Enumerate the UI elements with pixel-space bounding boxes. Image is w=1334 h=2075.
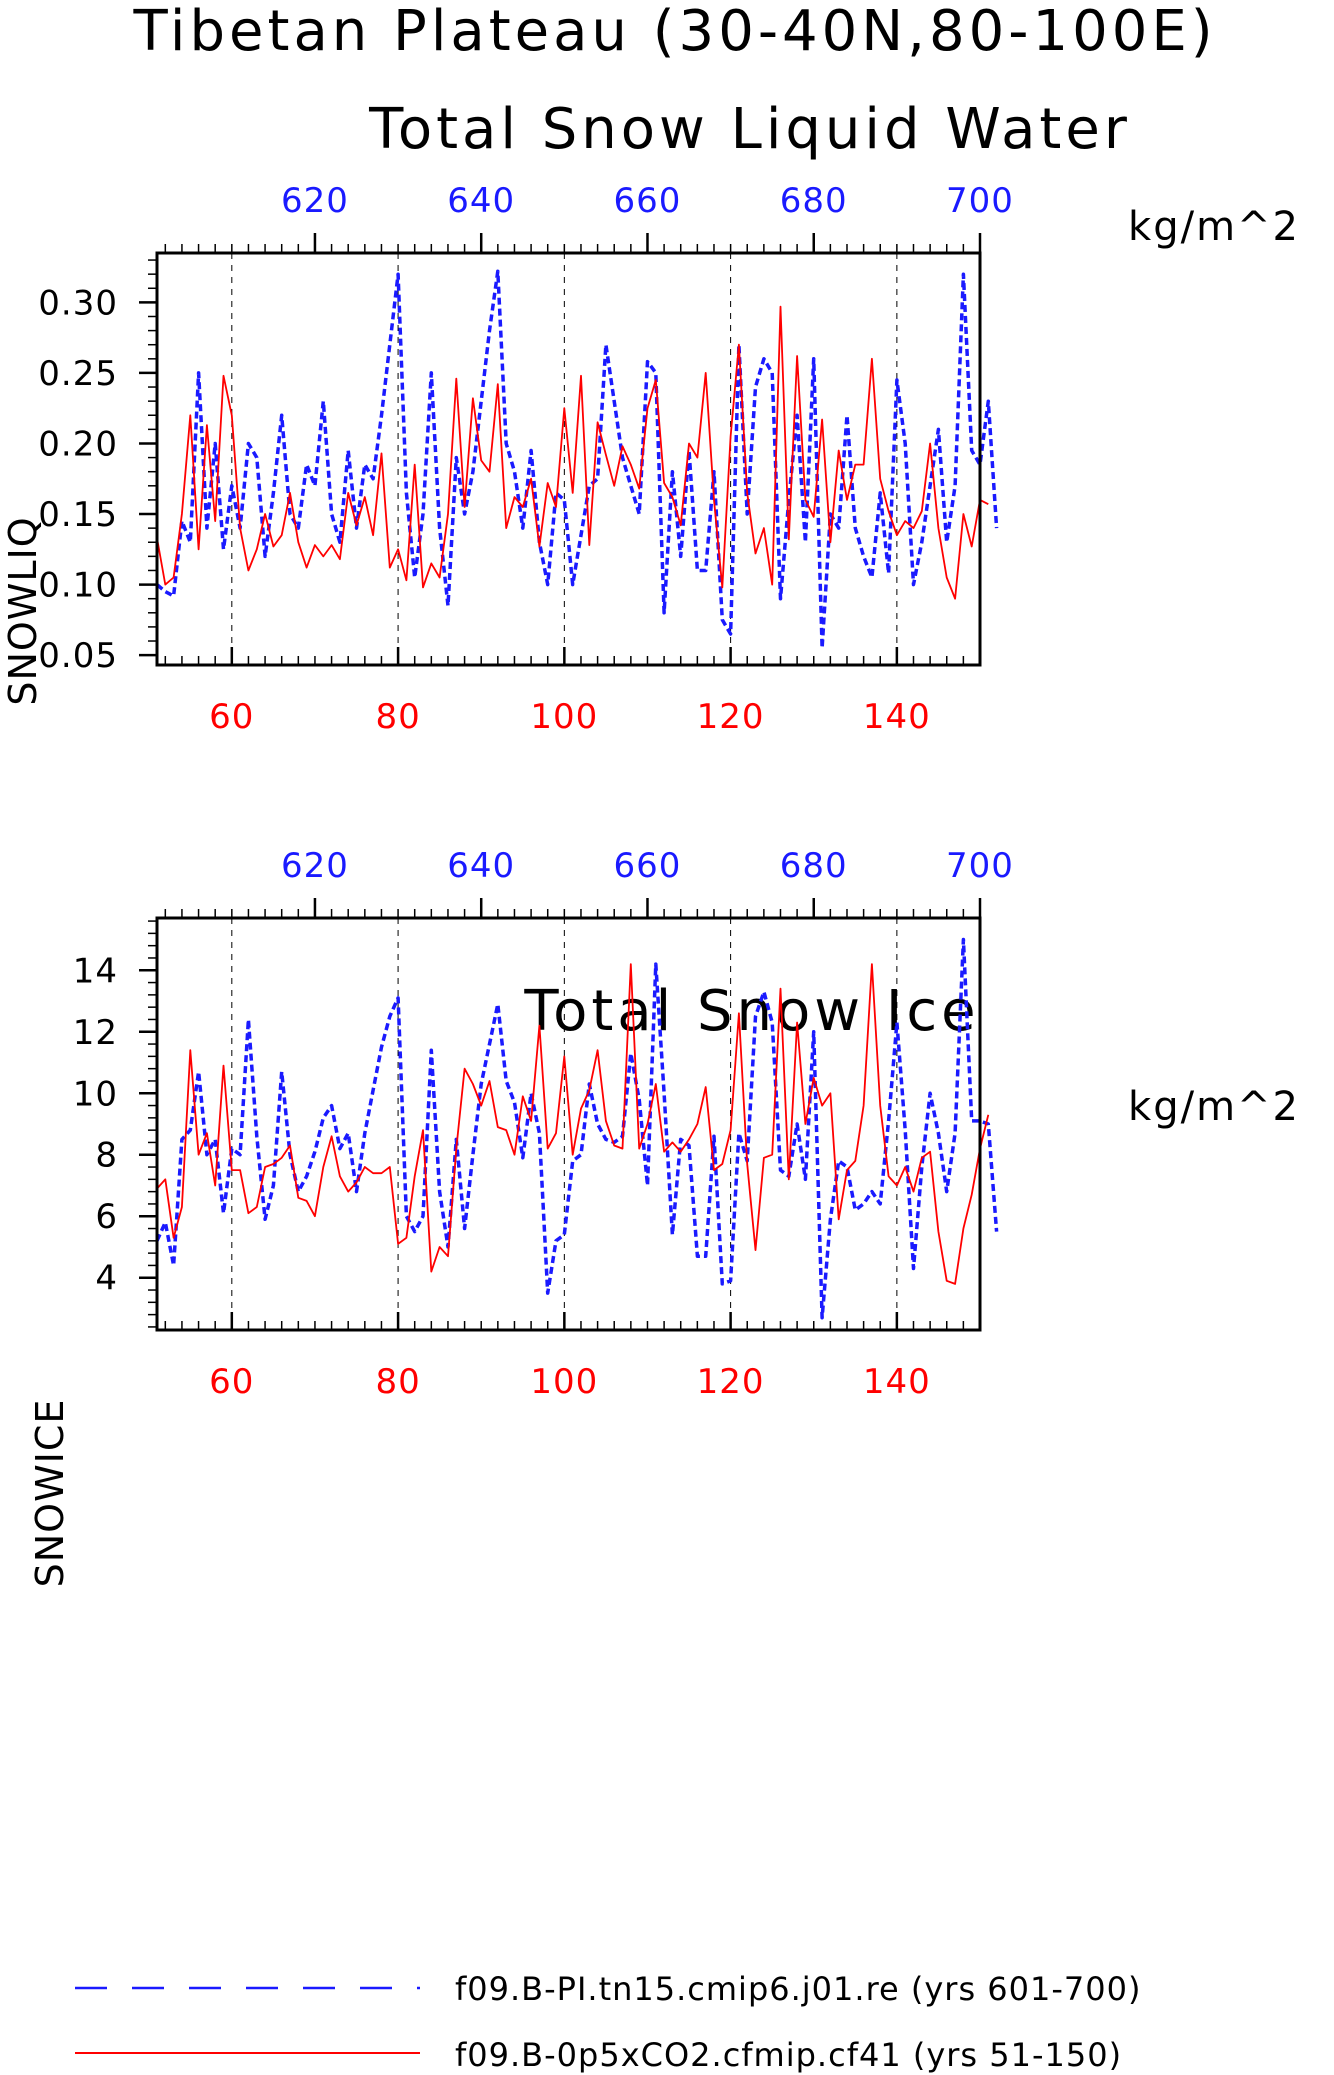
y-tick-label: 12: [73, 1013, 118, 1053]
x-tick-label-top: 620: [281, 846, 349, 886]
x-tick-label-bottom: 100: [530, 1362, 598, 1402]
y-tick-label: 0.15: [38, 495, 118, 535]
snowice-panel: Total Snow Ice kg/m^2 SNOWICE 60 80 100 120…: [28, 846, 1300, 1588]
x-tick-label-top: 660: [614, 846, 682, 886]
y-tick-label: 0.25: [38, 354, 118, 394]
plot-frame: [155, 251, 982, 667]
page-title-line1: Tibetan Plateau (30-40N,80-100E): [132, 0, 1216, 64]
series-line-red-solid: [156, 963, 990, 1285]
x-tick-label-top: 700: [946, 181, 1014, 221]
x-tick-label-bottom: 80: [375, 697, 420, 737]
y-tick-label: 0.10: [38, 566, 118, 606]
y-tick-label: 10: [73, 1074, 118, 1114]
x-tick-label-bottom: 60: [209, 1362, 254, 1402]
legend-label-red: f09.B-0p5xCO2.cfmip.cf41 (yrs 51-150): [455, 2036, 1122, 2074]
y-tick-label: 4: [95, 1259, 118, 1299]
x-tick-label-top: 680: [780, 181, 848, 221]
units-label-snowliq: kg/m^2: [1128, 204, 1300, 250]
y-tick-label: 0.05: [38, 636, 118, 676]
x-tick-label-bottom: 120: [697, 1362, 765, 1402]
legend: f09.B-PI.tn15.cmip6.j01.re (yrs 601-700)…: [75, 1970, 1141, 2074]
y-tick-label: 8: [95, 1136, 118, 1176]
snowliq-panel: Total Snow Liquid Water kg/m^2 SNOWLIQ 6…: [1, 97, 1300, 737]
y-tick-label: 0.20: [38, 424, 118, 464]
x-tick-label-top: 660: [614, 181, 682, 221]
x-tick-label-top: 640: [447, 181, 515, 221]
x-tick-label-top: 640: [447, 846, 515, 886]
y-tick-label: 14: [73, 951, 118, 991]
units-label-snowice: kg/m^2: [1128, 1084, 1300, 1130]
y-axis-label-snowliq: SNOWLIQ: [1, 516, 45, 705]
x-tick-label-bottom: 80: [375, 1362, 420, 1402]
x-tick-label-top: 700: [946, 846, 1014, 886]
y-tick-label: 6: [95, 1197, 118, 1237]
x-tick-label-top: 680: [780, 846, 848, 886]
x-tick-label-bottom: 120: [697, 697, 765, 737]
series-line-red-solid: [156, 305, 989, 600]
plot-frame: [155, 916, 982, 1332]
x-tick-label-bottom: 60: [209, 697, 254, 737]
x-tick-label-bottom: 140: [863, 1362, 931, 1402]
series-line-blue-dashed: [155, 269, 999, 650]
x-tick-label-top: 620: [281, 181, 349, 221]
x-tick-label-bottom: 140: [863, 697, 931, 737]
y-tick-label: 0.30: [38, 283, 118, 323]
x-tick-label-bottom: 100: [530, 697, 598, 737]
legend-label-blue: f09.B-PI.tn15.cmip6.j01.re (yrs 601-700): [455, 1970, 1141, 2008]
panel-title-snowice: Total Snow Ice: [523, 979, 979, 1044]
panel-title-snowliq: Total Snow Liquid Water: [368, 97, 1131, 162]
y-axis-label-snowice: SNOWICE: [28, 1399, 72, 1588]
